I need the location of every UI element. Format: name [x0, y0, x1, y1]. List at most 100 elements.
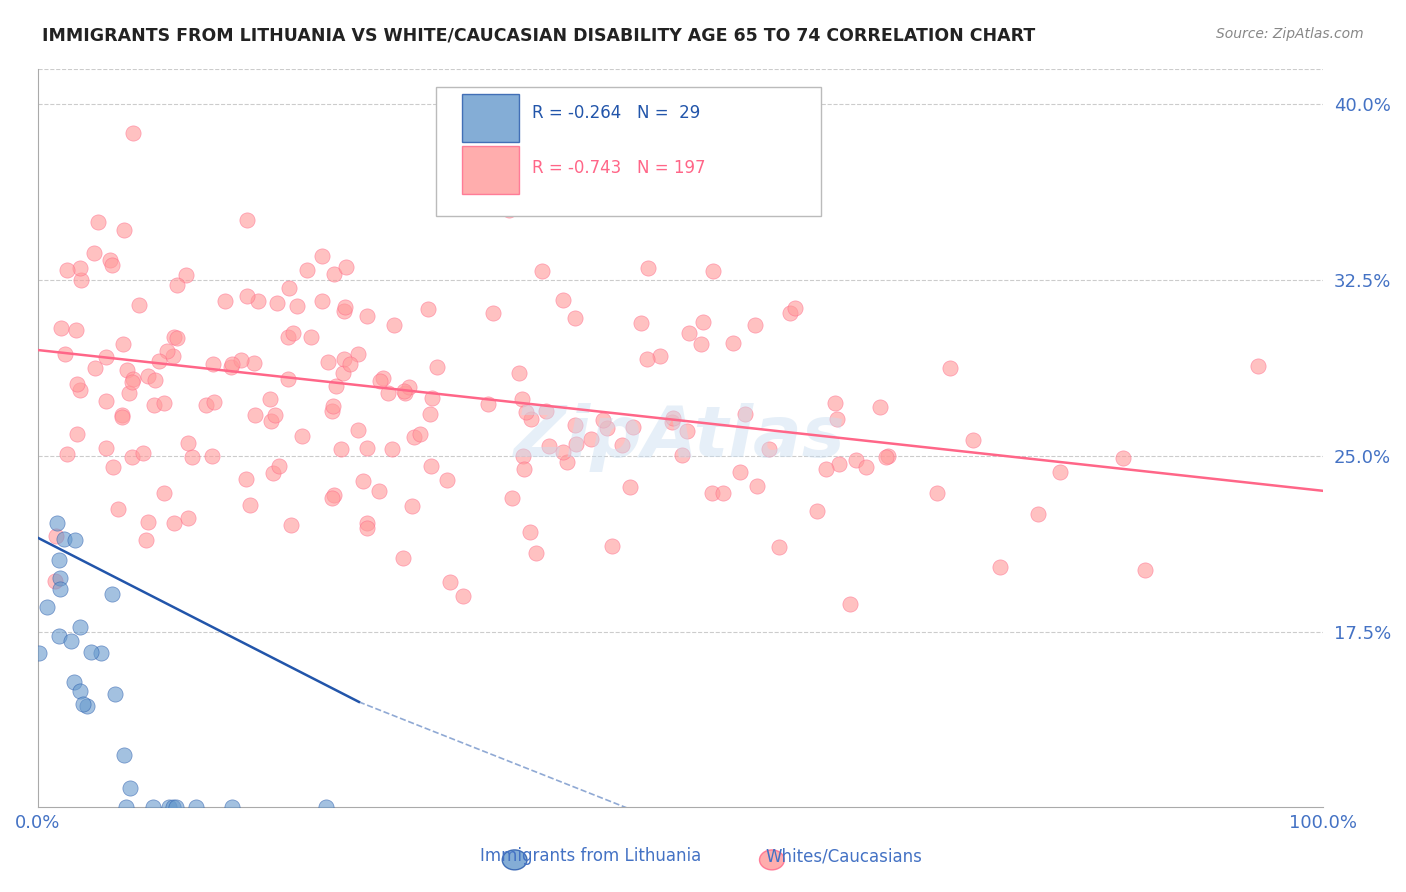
Point — [285, 299, 308, 313]
Point — [122, 126, 145, 140]
Point — [136, 368, 159, 383]
Point — [107, 502, 129, 516]
Point — [148, 354, 170, 368]
Point — [195, 399, 218, 413]
Point — [600, 539, 623, 553]
Point — [392, 550, 415, 565]
Point — [56, 447, 79, 461]
Point — [177, 435, 200, 450]
Point — [120, 781, 142, 796]
Point — [259, 414, 281, 428]
Point — [962, 433, 984, 447]
Point — [322, 400, 344, 414]
Point — [70, 273, 93, 287]
Point — [335, 260, 357, 275]
Point — [869, 401, 891, 415]
Point — [153, 395, 176, 409]
Point — [453, 589, 475, 603]
Point — [420, 391, 443, 405]
Point — [48, 572, 70, 586]
Point — [392, 384, 415, 398]
Point — [243, 356, 266, 370]
Point — [280, 518, 302, 533]
Point — [48, 553, 70, 567]
Point — [1049, 465, 1071, 479]
Point — [221, 800, 243, 814]
Point — [165, 800, 187, 814]
Point — [111, 409, 134, 423]
Point — [825, 411, 848, 425]
Point — [235, 472, 257, 486]
Point — [277, 281, 299, 295]
Point — [346, 347, 368, 361]
Point — [855, 459, 877, 474]
Point — [508, 366, 530, 380]
Point — [264, 408, 287, 422]
Point — [100, 258, 122, 272]
Point — [112, 223, 135, 237]
Point — [637, 260, 659, 275]
Point — [564, 418, 586, 433]
Point — [87, 215, 110, 229]
Point — [316, 355, 339, 369]
Point — [711, 485, 734, 500]
Point — [80, 645, 103, 659]
Point — [1112, 451, 1135, 466]
Point — [162, 800, 184, 814]
Point — [426, 359, 449, 374]
Point — [347, 423, 370, 437]
Point — [311, 294, 333, 309]
Point — [371, 371, 394, 385]
Text: Source: ZipAtlas.com: Source: ZipAtlas.com — [1216, 27, 1364, 41]
Point — [512, 449, 534, 463]
Point — [579, 432, 602, 446]
FancyBboxPatch shape — [461, 146, 519, 194]
Point — [48, 629, 70, 643]
Point — [333, 300, 356, 314]
Point — [377, 385, 399, 400]
Point — [65, 533, 87, 548]
Point — [877, 449, 900, 463]
Point — [66, 427, 89, 442]
Point — [291, 429, 314, 443]
Point — [619, 480, 641, 494]
Point — [768, 540, 790, 554]
Point — [60, 633, 83, 648]
Point — [53, 347, 76, 361]
Point — [530, 264, 553, 278]
Circle shape — [759, 850, 785, 870]
Point — [135, 533, 157, 547]
Point — [214, 294, 236, 309]
Point — [515, 405, 537, 419]
Point — [676, 424, 699, 438]
Text: R = -0.743   N = 197: R = -0.743 N = 197 — [533, 160, 706, 178]
Point — [398, 380, 420, 394]
Point — [513, 462, 536, 476]
Point — [806, 504, 828, 518]
Point — [690, 337, 713, 351]
Point — [416, 301, 439, 316]
Point — [875, 450, 897, 464]
FancyBboxPatch shape — [436, 87, 821, 216]
Point — [988, 560, 1011, 574]
Point — [48, 582, 70, 596]
Point — [498, 203, 520, 218]
Point — [53, 532, 76, 546]
Point — [401, 499, 423, 513]
Text: Whites/Caucasians: Whites/Caucasians — [765, 847, 922, 865]
Point — [661, 410, 683, 425]
Point — [69, 620, 91, 634]
Point — [322, 267, 344, 281]
Point — [202, 358, 225, 372]
Point — [408, 427, 430, 442]
Point — [482, 306, 505, 320]
Point — [838, 597, 860, 611]
Text: ZipAtlas: ZipAtlas — [515, 403, 846, 473]
Point — [596, 421, 619, 435]
Point — [262, 466, 284, 480]
Point — [630, 316, 652, 330]
Point — [439, 574, 461, 589]
Point — [186, 799, 208, 814]
Point — [28, 646, 51, 660]
Point — [65, 323, 87, 337]
